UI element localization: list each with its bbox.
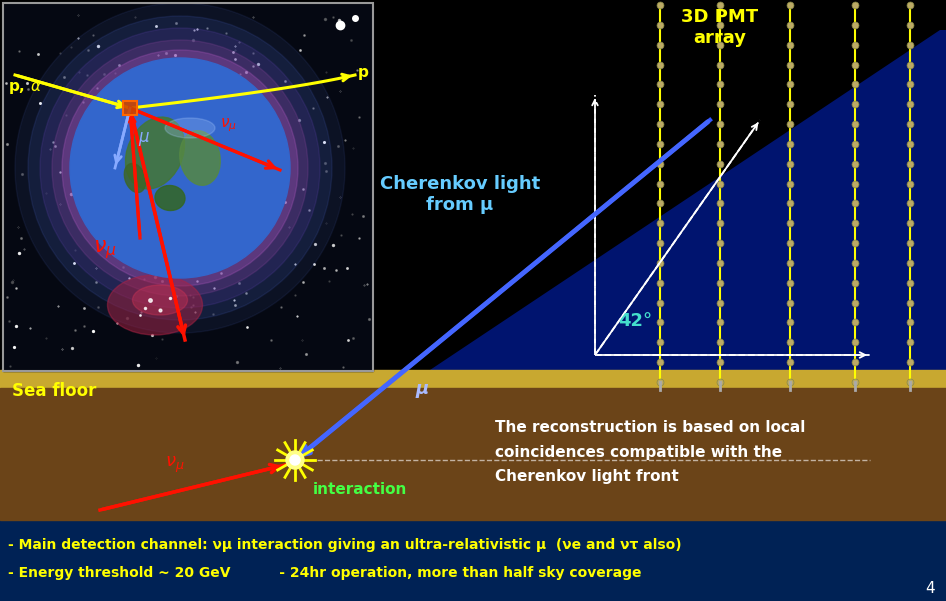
Circle shape	[15, 3, 345, 333]
Text: interaction: interaction	[313, 482, 408, 497]
Text: $\nu_\mu$: $\nu_\mu$	[220, 116, 236, 134]
Ellipse shape	[155, 186, 185, 210]
Ellipse shape	[180, 130, 220, 185]
Circle shape	[52, 40, 308, 296]
Text: $\nu_\mu$: $\nu_\mu$	[165, 455, 184, 475]
Bar	[123, 101, 137, 115]
Bar	[0, 520, 946, 601]
Bar	[0, 370, 946, 388]
Bar	[0, 388, 946, 520]
Text: p: p	[358, 64, 369, 79]
Bar	[123, 101, 137, 115]
Ellipse shape	[165, 118, 215, 138]
Text: $\mu$: $\mu$	[138, 130, 150, 148]
Text: - Main detection channel: νμ interaction giving an ultra-relativistic μ  (νe and: - Main detection channel: νμ interaction…	[8, 538, 682, 552]
Text: 3D PMT
array: 3D PMT array	[681, 8, 759, 47]
Bar	[3, 3, 373, 371]
Circle shape	[70, 58, 290, 278]
Ellipse shape	[108, 275, 202, 335]
Bar	[3, 3, 373, 371]
Text: μ: μ	[415, 380, 429, 398]
Text: p, $\alpha$: p, $\alpha$	[8, 80, 42, 96]
Text: 4: 4	[925, 581, 935, 596]
Polygon shape	[295, 30, 946, 460]
Circle shape	[286, 451, 304, 469]
Circle shape	[62, 50, 298, 286]
Text: Cherenkov light
from μ: Cherenkov light from μ	[380, 175, 540, 214]
Text: Sea floor: Sea floor	[12, 382, 96, 400]
Ellipse shape	[126, 117, 184, 189]
Ellipse shape	[124, 163, 146, 192]
Circle shape	[28, 16, 332, 320]
Circle shape	[40, 28, 320, 308]
Text: 42°: 42°	[618, 312, 652, 330]
Text: The reconstruction is based on local
coincidences compatible with the
Cherenkov : The reconstruction is based on local coi…	[495, 420, 805, 484]
Text: $\nu_\mu$: $\nu_\mu$	[94, 239, 116, 261]
Ellipse shape	[132, 285, 187, 315]
Text: - Energy threshold ~ 20 GeV          - 24hr operation, more than half sky covera: - Energy threshold ~ 20 GeV - 24hr opera…	[8, 566, 641, 580]
Circle shape	[290, 455, 300, 465]
